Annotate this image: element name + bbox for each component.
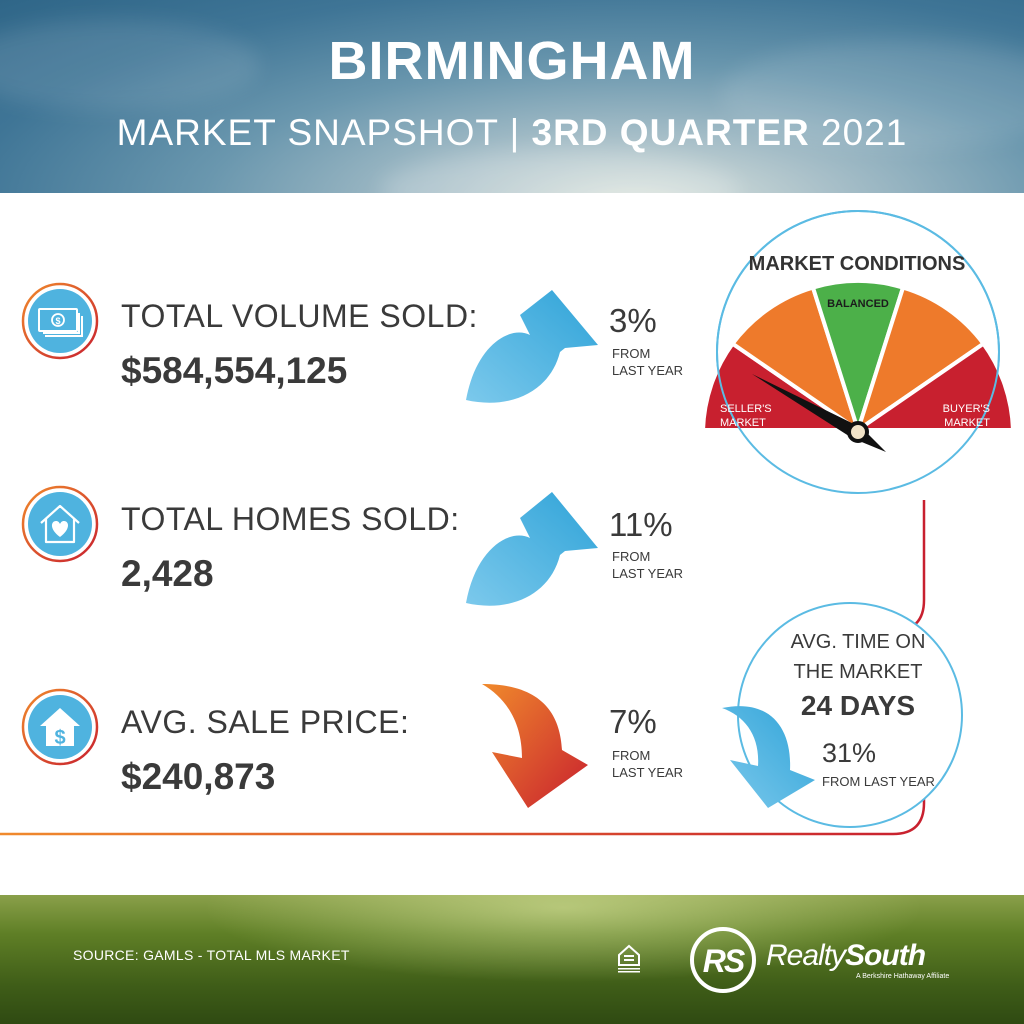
price-change-pct: 7% <box>609 703 657 740</box>
svg-text:$: $ <box>55 316 60 326</box>
homes-change-note: FROM LAST YEAR <box>612 549 684 581</box>
source-note: SOURCE: GAMLS - TOTAL MLS MARKET <box>73 947 350 963</box>
volume-label: TOTAL VOLUME SOLD: <box>121 298 478 334</box>
arrow-up-homes-icon <box>466 492 598 606</box>
arrow-down-price-icon <box>482 684 588 808</box>
money-icon: $ <box>21 282 99 360</box>
home-heart-icon <box>21 485 99 563</box>
equal-housing-icon <box>618 944 640 973</box>
gauge-dial <box>700 210 1020 500</box>
logo-name-bold: South <box>845 939 926 972</box>
price-label: AVG. SALE PRICE: <box>121 704 410 740</box>
volume-change-pct: 3% <box>609 302 657 339</box>
homes-value: 2,428 <box>121 553 214 594</box>
avg-time-change-note: FROM LAST YEAR <box>822 774 935 789</box>
header-banner: BIRMINGHAM MARKET SNAPSHOT | 3RD QUARTER… <box>0 0 1024 193</box>
arrow-down-time-icon <box>722 706 815 808</box>
gauge-segment-orange-left <box>729 285 862 435</box>
avg-time-title: AVG. TIME ON THE MARKET <box>790 631 926 683</box>
row-divider-3 <box>0 790 926 836</box>
svg-text:RealtySouth: RealtySouth <box>766 939 926 972</box>
gauge-segment-orange-right <box>854 285 987 435</box>
homes-change-pct: 11% <box>609 506 673 543</box>
volume-value: $584,554,125 <box>121 350 348 391</box>
page-title: BIRMINGHAM <box>328 31 696 91</box>
footer-banner: SOURCE: GAMLS - TOTAL MLS MARKET RS Real… <box>0 895 1024 1024</box>
volume-change-note: FROM LAST YEAR <box>612 346 684 378</box>
page-subtitle: MARKET SNAPSHOT | 3RD QUARTER 2021 <box>116 112 908 153</box>
homes-label: TOTAL HOMES SOLD: <box>121 501 460 537</box>
home-dollar-icon: $ <box>21 688 99 766</box>
svg-text:$: $ <box>54 727 65 749</box>
price-value: $240,873 <box>121 756 276 797</box>
logo-initials: RS <box>703 943 746 979</box>
logo-tagline: A Berkshire Hathaway Affiliate <box>856 973 949 980</box>
avg-time-days: 24 DAYS <box>800 690 916 721</box>
arrow-up-volume-icon <box>466 290 598 403</box>
realtysouth-logo[interactable]: RS RealtySouth A Berkshire Hathaway Affi… <box>688 925 958 995</box>
market-conditions-title: MARKET CONDITIONS <box>748 253 966 275</box>
price-change-note: FROM LAST YEAR <box>612 748 684 780</box>
connector-right <box>892 492 926 633</box>
gauge-hub <box>847 421 869 443</box>
gauge-segment-buyers <box>851 340 1016 432</box>
logo-name-light: Realty <box>766 939 848 972</box>
avg-time-change-pct: 31% <box>822 738 877 768</box>
